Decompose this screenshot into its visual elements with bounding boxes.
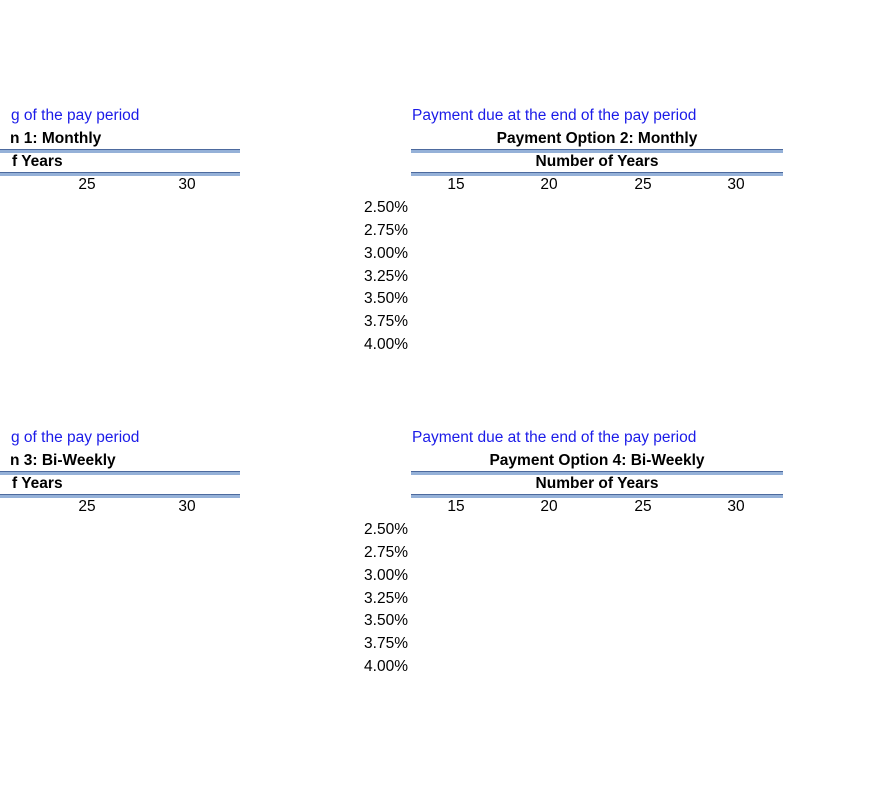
interest-rate-label: 3.50%: [364, 290, 408, 307]
header-rule: [411, 471, 783, 475]
table-title: Payment Option 2: Monthly: [496, 130, 698, 147]
header-rule: [411, 149, 783, 153]
table-title: n 3: Bi-Weekly: [10, 452, 116, 469]
header-rule: [411, 494, 783, 498]
payment-tables-monthly: g of the pay period n 1: Monthly f Years…: [0, 104, 870, 366]
interest-rate-label: 3.25%: [364, 590, 408, 607]
interest-rate-label: 2.75%: [364, 544, 408, 561]
interest-rate-label: 3.25%: [364, 268, 408, 285]
year-column-header: 30: [178, 176, 196, 193]
year-column-header: 20: [540, 176, 558, 193]
year-column-header: 15: [447, 498, 465, 515]
year-column-header: 25: [78, 498, 96, 515]
pay-period-caption: Payment due at the end of the pay period: [412, 107, 697, 124]
table-title: n 1: Monthly: [10, 130, 102, 147]
header-rule: [0, 172, 240, 176]
number-of-years-header: Number of Years: [535, 153, 659, 170]
interest-rate-label: 2.75%: [364, 222, 408, 239]
year-column-header: 25: [634, 498, 652, 515]
year-column-header: 25: [634, 176, 652, 193]
year-column-header: 20: [540, 498, 558, 515]
pay-period-caption: Payment due at the end of the pay period: [412, 429, 697, 446]
interest-rate-label: 3.00%: [364, 245, 408, 262]
number-of-years-header: f Years: [12, 475, 63, 492]
year-column-header: 30: [178, 498, 196, 515]
table-title: Payment Option 4: Bi-Weekly: [489, 452, 705, 469]
header-rule: [0, 149, 240, 153]
pay-period-caption: g of the pay period: [11, 429, 140, 446]
year-column-header: 25: [78, 176, 96, 193]
interest-rate-label: 4.00%: [364, 336, 408, 353]
header-rule: [411, 172, 783, 176]
year-column-header: 15: [447, 176, 465, 193]
interest-rate-label: 3.50%: [364, 612, 408, 629]
number-of-years-header: f Years: [12, 153, 63, 170]
interest-rate-label: 4.00%: [364, 658, 408, 675]
interest-rate-label: 2.50%: [364, 521, 408, 538]
header-rule: [0, 494, 240, 498]
year-column-header: 30: [727, 176, 745, 193]
pay-period-caption: g of the pay period: [11, 107, 140, 124]
header-rule: [0, 471, 240, 475]
interest-rate-label: 3.75%: [364, 635, 408, 652]
interest-rate-label: 3.75%: [364, 313, 408, 330]
interest-rate-label: 3.00%: [364, 567, 408, 584]
interest-rate-label: 2.50%: [364, 199, 408, 216]
number-of-years-header: Number of Years: [535, 475, 659, 492]
year-column-header: 30: [727, 498, 745, 515]
payment-tables-biweekly: g of the pay period n 3: Bi-Weekly f Yea…: [0, 426, 870, 688]
